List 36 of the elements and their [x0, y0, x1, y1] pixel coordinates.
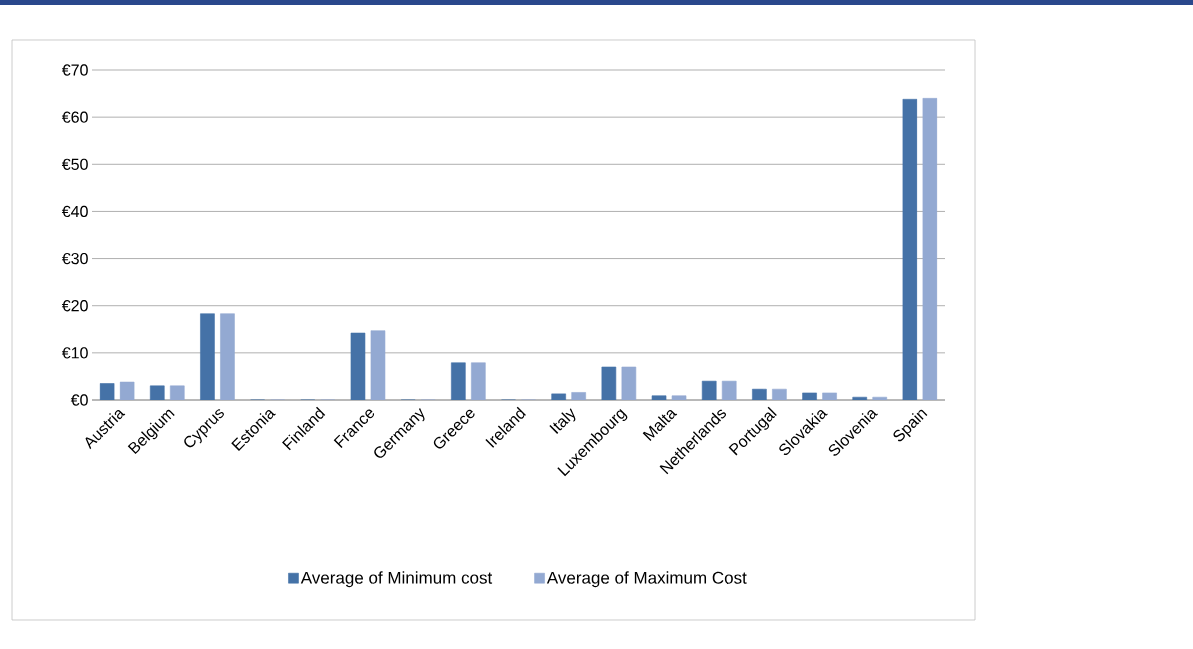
y-tick-label: €10	[61, 347, 88, 359]
bar	[571, 392, 586, 400]
y-tick-label: €50	[61, 158, 88, 170]
bar	[822, 392, 837, 400]
y-tick-label: €40	[61, 205, 88, 218]
bar	[752, 388, 767, 400]
bar	[471, 362, 486, 400]
bar	[922, 97, 938, 400]
bar	[220, 313, 235, 400]
bar	[350, 332, 366, 400]
bar	[370, 330, 386, 400]
y-tick-label: €20	[61, 300, 88, 312]
y-tick-label: €70	[61, 64, 88, 76]
bar	[169, 385, 185, 400]
bar	[802, 392, 817, 400]
bar	[99, 383, 115, 400]
bar	[902, 98, 918, 400]
bar	[772, 388, 787, 400]
y-tick-label: €60	[61, 111, 88, 123]
bar	[651, 395, 667, 400]
bar	[119, 381, 135, 400]
bar	[149, 385, 165, 400]
bar	[671, 395, 687, 400]
bar	[721, 380, 737, 400]
bar	[852, 396, 868, 400]
bar	[551, 393, 566, 400]
bar	[701, 380, 717, 400]
y-tick-label: €0	[70, 394, 88, 406]
bar	[621, 366, 637, 400]
y-tick-label: €30	[61, 252, 88, 265]
bar	[451, 362, 466, 400]
legend-label: Average of Minimum cost	[300, 571, 493, 588]
bar	[200, 313, 215, 400]
bar	[872, 396, 888, 400]
bar	[601, 366, 617, 400]
legend-label: Average of Maximum Cost	[546, 571, 747, 588]
